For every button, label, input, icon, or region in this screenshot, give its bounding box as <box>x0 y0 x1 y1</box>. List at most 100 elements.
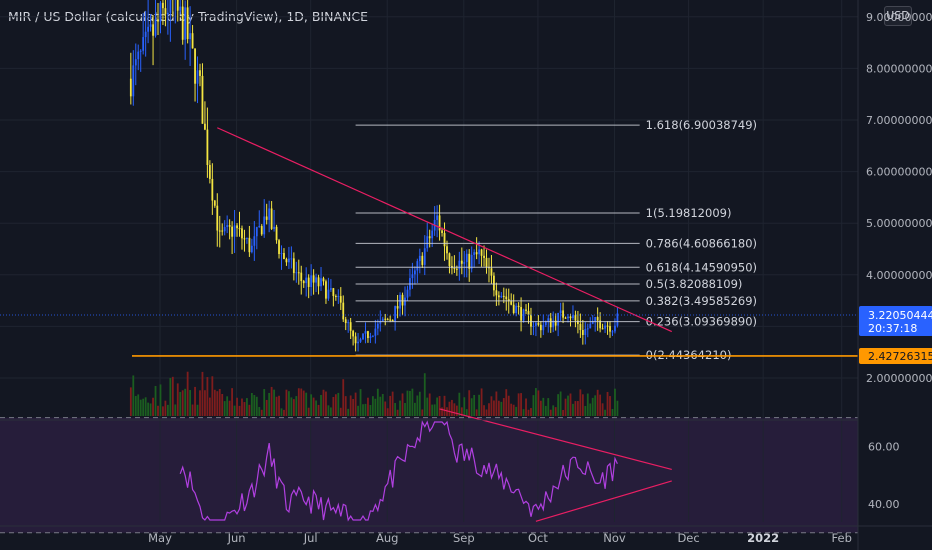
price-tick-label: 7.00000000 <box>866 114 932 127</box>
candle-body <box>606 325 609 327</box>
volume-bar <box>181 390 184 416</box>
volume-bar <box>559 391 562 416</box>
candle-body <box>134 59 137 66</box>
rsi-panel <box>0 408 858 534</box>
volume-bar <box>147 402 150 416</box>
volume-bar <box>258 407 261 416</box>
volume-bar <box>265 399 268 416</box>
price-tick-label: 6.00000000 <box>866 166 932 179</box>
drawing-overlays[interactable] <box>0 127 858 357</box>
volume-bar <box>223 401 226 416</box>
time-tick-label: Feb <box>832 531 852 545</box>
volume-bar <box>446 407 448 416</box>
candle-body <box>539 324 542 331</box>
candle-body <box>470 254 473 269</box>
volume-bar <box>273 389 275 416</box>
volume-bar <box>591 397 594 416</box>
rsi-band-fill <box>0 417 858 533</box>
candle-body <box>371 335 374 337</box>
volume-bar <box>171 376 174 416</box>
volume-bar <box>176 383 179 416</box>
candle-body <box>213 200 216 206</box>
volume-bar <box>557 394 560 416</box>
volume-bar <box>349 395 352 416</box>
volume-bar <box>572 403 574 416</box>
volume-bar <box>238 405 241 416</box>
candle-body <box>273 226 275 229</box>
candle-body <box>401 294 404 306</box>
candle-body <box>194 48 196 84</box>
time-tick-label: Oct <box>528 531 548 545</box>
candle-body <box>577 320 579 324</box>
rsi-line <box>179 420 618 522</box>
candle-body <box>142 37 145 51</box>
candle-body <box>243 238 246 240</box>
volume-bar <box>614 388 616 416</box>
volume-bar <box>401 393 404 416</box>
volume-bar <box>409 390 411 416</box>
candle-body <box>176 0 179 11</box>
candle-body <box>596 317 599 321</box>
candle-body <box>147 26 150 32</box>
price-tick-label: 4.00000000 <box>866 269 932 282</box>
volume-bar <box>186 371 189 416</box>
volume-bar <box>236 397 238 416</box>
currency-button[interactable]: USD <box>884 6 912 26</box>
volume-bars <box>129 371 619 416</box>
candle-body <box>285 259 288 263</box>
volume-bar <box>500 401 503 416</box>
volume-bar <box>616 400 619 416</box>
time-tick-label: 2022 <box>747 531 779 545</box>
candle-body <box>211 178 214 201</box>
volume-bar <box>285 389 288 416</box>
candle-body <box>250 245 253 253</box>
volume-bar <box>184 388 187 416</box>
volume-bar <box>307 407 310 416</box>
candle-body <box>428 236 431 239</box>
volume-bar <box>579 389 582 416</box>
fib-level-label: 0.382(3.49585269) <box>646 294 757 308</box>
candle-body <box>502 295 505 297</box>
candle-body <box>300 272 303 282</box>
fibonacci-retracement[interactable]: 1.618(6.90038749) 1(5.19812009) 0.786(4.60… <box>355 118 757 362</box>
volume-bar <box>493 400 495 416</box>
volume-bar <box>142 398 145 416</box>
volume-bar <box>517 393 520 416</box>
candle-body <box>495 290 498 296</box>
candle-body <box>349 322 352 331</box>
candle-body <box>258 226 261 228</box>
volume-bar <box>255 396 258 416</box>
rsi-tick-label: 60.00 <box>868 440 900 453</box>
candle-body <box>453 268 456 270</box>
volume-bar <box>292 399 295 416</box>
volume-bar <box>584 405 587 416</box>
candle-body <box>416 261 419 271</box>
price-tick-label: 9.00000000 <box>866 11 932 24</box>
volume-bar <box>280 408 283 416</box>
candle-body <box>246 237 248 239</box>
candle-body <box>206 129 209 165</box>
candle-body <box>283 253 285 260</box>
candle-body <box>376 323 379 329</box>
volume-bar <box>497 400 500 416</box>
candle-body <box>562 310 564 318</box>
time-tick-label: Jun <box>227 531 246 545</box>
volume-bar <box>357 405 359 416</box>
candle-body <box>537 322 540 325</box>
candle-body <box>441 230 443 234</box>
volume-bar <box>391 391 394 416</box>
volume-bar <box>241 398 243 416</box>
volume-bar <box>406 390 409 416</box>
volume-bar <box>389 395 392 416</box>
volume-bar <box>137 394 140 416</box>
candle-body <box>208 164 211 179</box>
candle-body <box>505 296 508 300</box>
volume-bar <box>438 396 441 416</box>
candle-body <box>574 315 577 321</box>
candle-body <box>554 320 557 326</box>
volume-bar <box>250 392 253 416</box>
candle-body <box>201 75 204 124</box>
candle-body <box>337 296 340 298</box>
volume-bar <box>458 392 461 416</box>
